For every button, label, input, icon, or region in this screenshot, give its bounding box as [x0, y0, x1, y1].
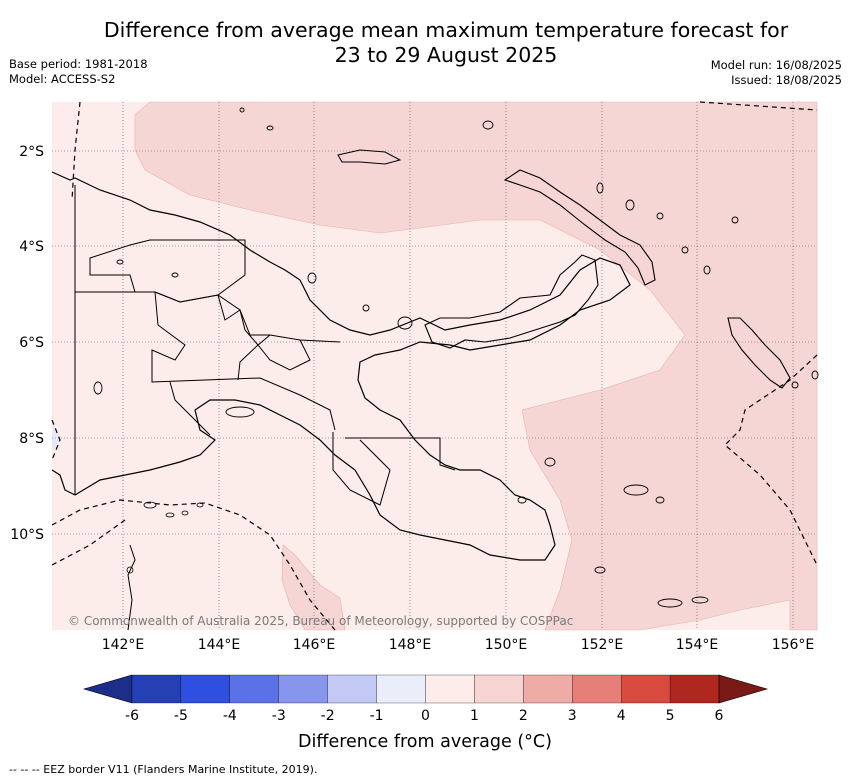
colorbar-tick-label: 0 [421, 708, 430, 724]
lon-label: 154°E [676, 637, 719, 653]
lon-label: 146°E [293, 637, 336, 653]
colorbar-segment [376, 674, 426, 704]
cape-york-coast [127, 544, 136, 631]
colorbar-tick-label: 2 [519, 708, 528, 724]
colorbar-segment [180, 674, 230, 704]
manus-island [337, 149, 402, 165]
colorbar-segment [621, 674, 671, 704]
cool-anomaly-patch [52, 425, 62, 452]
warm-anomaly-region [134, 101, 818, 631]
colorbar-tick-label: 1 [470, 708, 479, 724]
title-line-1: Difference from average mean maximum tem… [103, 18, 789, 42]
lat-labels: 2°S 4°S 6°S 8°S 10°S [10, 144, 44, 543]
colorbar [82, 674, 769, 704]
internal-borders [74, 185, 456, 506]
meta-right: Model run: 16/08/2025 Issued: 18/08/2025 [711, 58, 842, 87]
meta-left: Base period: 1981-2018 Model: ACCESS-S2 [9, 57, 148, 86]
colorbar-tick-label: -4 [223, 708, 237, 724]
colorbar-segment [474, 674, 524, 704]
colorbar-extend-low [82, 674, 133, 704]
issued-date: Issued: 18/08/2025 [731, 72, 842, 87]
lat-label: 4°S [19, 239, 44, 255]
lat-label: 10°S [10, 527, 44, 543]
colorbar-ticks: -6 -5 -4 -3 -2 -1 0 1 2 3 4 5 6 [125, 708, 724, 724]
lat-label: 2°S [19, 144, 44, 160]
lon-label: 156°E [772, 637, 815, 653]
colorbar-label: Difference from average (°C) [298, 732, 552, 752]
colorbar-segment [131, 674, 182, 704]
lat-label: 8°S [19, 431, 44, 447]
colorbar-segment [327, 674, 377, 704]
colorbar-segment [278, 674, 328, 704]
lon-label: 148°E [389, 637, 432, 653]
colorbar-tick-label: -5 [174, 708, 188, 724]
new-guinea-coastline [51, 171, 631, 561]
lat-label: 6°S [19, 335, 44, 351]
lon-label: 142°E [102, 637, 145, 653]
lon-label: 144°E [198, 637, 241, 653]
new-britain-island [424, 254, 599, 349]
colorbar-segment [425, 674, 475, 704]
lon-label: 150°E [485, 637, 528, 653]
colorbar-segment [229, 674, 279, 704]
map-title: Difference from average mean maximum tem… [0, 18, 850, 68]
colorbar-extend-high [718, 674, 769, 704]
lon-labels: 142°E 144°E 146°E 148°E 150°E 152°E 154°… [102, 637, 815, 653]
title-line-2: 23 to 29 August 2025 [334, 43, 558, 67]
colorbar-segment [669, 674, 720, 704]
colorbar-tick-label: -1 [370, 708, 384, 724]
colorbar-tick-label: -2 [321, 708, 335, 724]
colorbar-tick-label: 3 [568, 708, 577, 724]
colorbar-tick-label: -3 [272, 708, 286, 724]
model-name: Model: ACCESS-S2 [9, 71, 116, 86]
copyright-notice: © Commonwealth of Australia 2025, Bureau… [68, 614, 574, 628]
colorbar-tick-label: -6 [125, 708, 139, 724]
colorbar-tick-label: 6 [715, 708, 724, 724]
colorbar-segment [523, 674, 573, 704]
model-run: Model run: 16/08/2025 [710, 58, 842, 72]
colorbar-segment [572, 674, 622, 704]
colorbar-tick-label: 4 [617, 708, 626, 724]
warm-anomaly-patch-south [281, 544, 346, 631]
small-islands [93, 107, 819, 608]
new-ireland-island [503, 169, 656, 286]
eez-borders [51, 101, 818, 631]
graticule [52, 102, 817, 630]
base-period: Base period: 1981-2018 [9, 57, 148, 71]
eez-footnote: -- -- -- EEZ border V11 (Flanders Marine… [9, 763, 318, 776]
bougainville-island [727, 317, 791, 389]
lon-label: 152°E [581, 637, 624, 653]
colorbar-tick-label: 5 [666, 708, 675, 724]
